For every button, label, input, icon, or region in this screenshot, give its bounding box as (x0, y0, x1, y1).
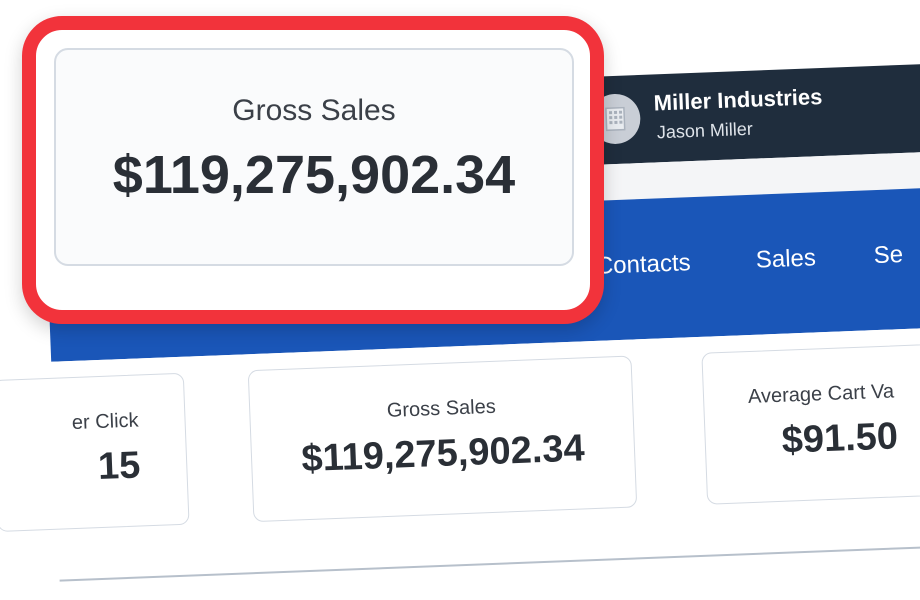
building-glyph (605, 106, 626, 132)
app-screen: Miller Industries Jason Miller Contacts … (0, 32, 920, 590)
building-icon[interactable] (589, 93, 642, 145)
nav-item-contacts[interactable]: Contacts (595, 249, 692, 280)
metric-card-per-click: er Click 15 (0, 372, 190, 532)
nav-item-sales[interactable]: Sales (755, 244, 817, 274)
user-name: Jason Miller (656, 118, 754, 143)
nav-item-truncated[interactable]: Se (873, 241, 904, 270)
top-header-bar: Miller Industries Jason Miller (41, 59, 920, 186)
metric-value: $91.50 (780, 415, 899, 462)
callout-gross-sales-card: Gross Sales $119,275,902.34 (54, 48, 574, 266)
highlight-callout: Gross Sales $119,275,902.34 (22, 16, 604, 324)
callout-label: Gross Sales (232, 94, 396, 127)
metric-label: Average Cart Va (747, 380, 895, 409)
section-divider (59, 541, 920, 582)
metric-card-average-cart: Average Cart Va $91.50 (701, 341, 920, 505)
metric-card-gross-sales: Gross Sales $119,275,902.34 (247, 355, 638, 523)
metric-label: er Click (71, 409, 139, 435)
metric-label: Gross Sales (386, 395, 497, 422)
metric-value: $119,275,902.34 (300, 427, 586, 481)
callout-value: $119,275,902.34 (112, 145, 516, 205)
metric-value: 15 (97, 444, 142, 489)
metrics-area: er Click 15 Gross Sales $119,275,902.34 … (0, 323, 920, 590)
organization-name[interactable]: Miller Industries (653, 83, 823, 116)
